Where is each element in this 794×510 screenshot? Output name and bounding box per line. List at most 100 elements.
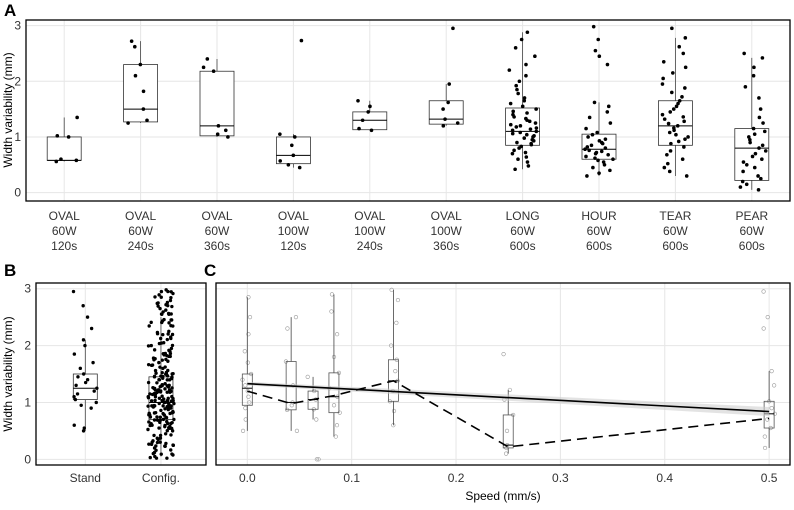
data-point	[602, 163, 607, 167]
data-point	[154, 371, 158, 375]
data-point	[141, 107, 146, 111]
data-point	[126, 121, 130, 125]
data-point	[329, 309, 334, 314]
data-point	[161, 417, 166, 422]
data-point	[149, 442, 154, 447]
data-point	[149, 320, 153, 325]
data-point	[152, 374, 157, 379]
data-point	[508, 101, 513, 106]
x-tick-label: 600s	[739, 239, 765, 253]
data-point	[587, 148, 591, 153]
panel-c-boxes	[240, 287, 777, 462]
data-point	[742, 51, 746, 56]
data-point	[170, 343, 175, 348]
data-point	[508, 122, 513, 127]
data-point	[525, 30, 530, 35]
data-point	[443, 117, 447, 121]
data-point	[584, 126, 588, 131]
data-point	[157, 401, 161, 406]
x-tick-label: 120s	[280, 239, 306, 253]
x-tick-label: 0.0	[239, 471, 256, 485]
data-point	[161, 376, 165, 380]
panel-b-boxes	[71, 288, 176, 460]
data-point	[765, 417, 770, 422]
data-point	[167, 378, 172, 382]
data-point	[447, 82, 452, 86]
data-point	[170, 304, 174, 309]
data-point	[171, 324, 175, 328]
data-point	[165, 337, 170, 342]
panel-a-letter: A	[4, 1, 16, 20]
data-point	[146, 404, 150, 408]
data-point	[680, 95, 684, 99]
data-point	[157, 426, 161, 430]
data-point	[519, 37, 524, 42]
data-point	[160, 394, 164, 398]
data-point	[163, 444, 167, 448]
data-point	[152, 433, 156, 438]
data-point	[526, 164, 531, 168]
data-point	[738, 185, 743, 189]
data-point	[596, 37, 601, 42]
data-point	[748, 137, 752, 142]
x-tick-label: 60W	[587, 224, 612, 238]
data-point	[510, 131, 515, 136]
data-point	[533, 121, 538, 125]
data-point	[73, 397, 78, 402]
data-point	[168, 298, 173, 303]
data-point	[741, 160, 746, 164]
data-point	[153, 395, 158, 399]
x-tick-label: 0.1	[343, 471, 360, 485]
data-point	[153, 295, 157, 299]
data-point	[164, 416, 169, 420]
data-point	[455, 121, 460, 125]
data-point	[760, 143, 765, 148]
data-point	[513, 167, 517, 172]
data-point	[85, 315, 90, 319]
data-point	[765, 315, 770, 320]
data-point	[751, 126, 756, 131]
data-point	[662, 117, 667, 121]
data-point	[85, 377, 90, 382]
data-point	[169, 433, 173, 437]
data-point	[662, 165, 667, 170]
data-point	[597, 139, 602, 143]
data-point	[682, 145, 686, 149]
data-point	[165, 419, 169, 424]
data-point	[163, 365, 167, 369]
data-point	[245, 360, 250, 365]
data-point	[146, 362, 151, 367]
data-point	[81, 372, 86, 376]
data-point	[757, 146, 761, 150]
data-point	[672, 126, 676, 130]
data-point	[750, 154, 755, 159]
data-point	[772, 383, 777, 388]
data-point	[334, 423, 340, 428]
data-point	[163, 432, 168, 436]
data-point	[741, 169, 745, 174]
box	[123, 64, 158, 123]
data-point	[515, 87, 519, 92]
data-point	[314, 417, 319, 422]
data-point	[608, 168, 612, 173]
data-point	[297, 165, 302, 170]
x-tick-label: 600s	[662, 239, 688, 253]
x-tick-label: 600s	[510, 239, 536, 253]
data-point	[216, 124, 221, 128]
data-point	[759, 176, 763, 181]
panel-b-gridlines	[36, 283, 206, 465]
data-point	[165, 300, 170, 305]
data-point	[172, 401, 176, 406]
data-point	[94, 400, 98, 405]
data-point	[761, 289, 766, 294]
data-point	[763, 149, 768, 153]
data-point	[597, 54, 602, 58]
data-point	[747, 135, 751, 139]
data-point	[605, 110, 610, 114]
data-point	[149, 343, 153, 348]
data-point	[159, 452, 163, 456]
data-point	[240, 428, 246, 433]
x-tick-label: Config.	[142, 471, 180, 485]
data-point	[504, 428, 510, 433]
data-point	[159, 389, 163, 393]
